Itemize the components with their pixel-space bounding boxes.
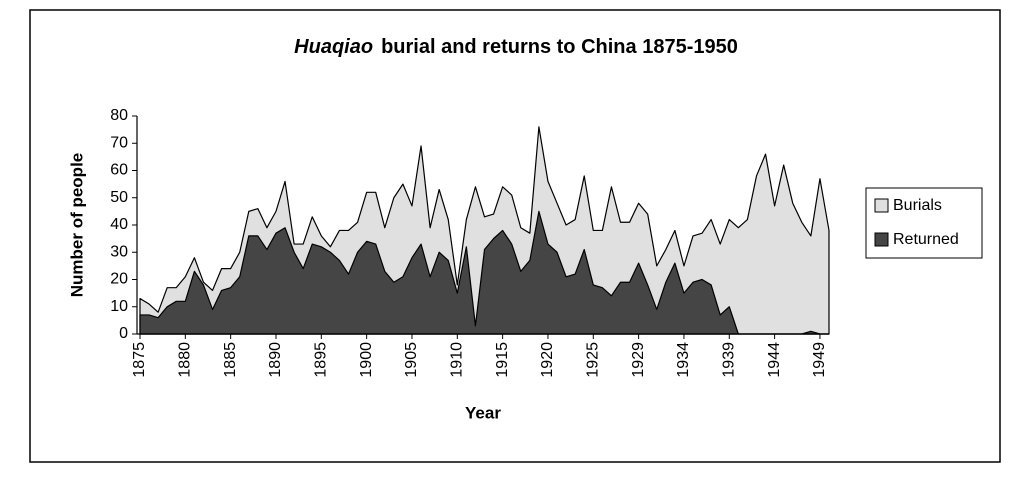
y-tick-label: 0	[119, 325, 128, 342]
y-tick-label: 60	[110, 162, 128, 179]
legend-swatch	[874, 232, 889, 247]
title-rest: burial and returns to China 1875-1950	[381, 36, 738, 58]
x-tick-label: 1915	[494, 342, 511, 378]
x-tick-label: 1925	[585, 342, 602, 378]
x-tick-label: 1890	[267, 342, 284, 378]
y-tick-label: 50	[110, 189, 128, 206]
y-tick-label: 80	[110, 107, 128, 124]
legend-label: Returned	[893, 231, 959, 248]
x-tick-label: 1949	[811, 342, 828, 378]
x-tick-label: 1900	[358, 342, 375, 378]
x-tick-label: 1885	[222, 342, 239, 378]
y-tick-label: 20	[110, 271, 128, 288]
frame	[29, 9, 1001, 463]
x-tick-label: 1880	[177, 342, 194, 378]
x-tick-label: 1895	[313, 342, 330, 378]
x-tick-label: 1939	[720, 342, 737, 378]
title-italic: Huaqiao	[294, 36, 373, 58]
y-tick-label: 70	[110, 134, 128, 151]
x-tick-label: 1929	[630, 342, 647, 378]
legend-label: Burials	[893, 197, 942, 214]
y-tick-label: 10	[110, 298, 128, 315]
x-tick-label: 1875	[131, 342, 148, 378]
y-axis-title: Number of people	[67, 153, 86, 298]
chart-title: Huaqiao burial and returns to China 1875-…	[294, 36, 738, 58]
legend-swatch	[874, 198, 889, 213]
y-tick-label: 40	[110, 216, 128, 233]
area	[139, 210, 830, 335]
x-axis-title: Year	[465, 403, 501, 422]
x-tick-label: 1910	[449, 342, 466, 378]
x-tick-label: 1944	[766, 342, 783, 378]
x-tick-label: 1905	[403, 342, 420, 378]
x-tick-label: 1934	[675, 342, 692, 378]
x-tick-label: 1920	[539, 342, 556, 378]
y-tick-label: 30	[110, 243, 128, 260]
